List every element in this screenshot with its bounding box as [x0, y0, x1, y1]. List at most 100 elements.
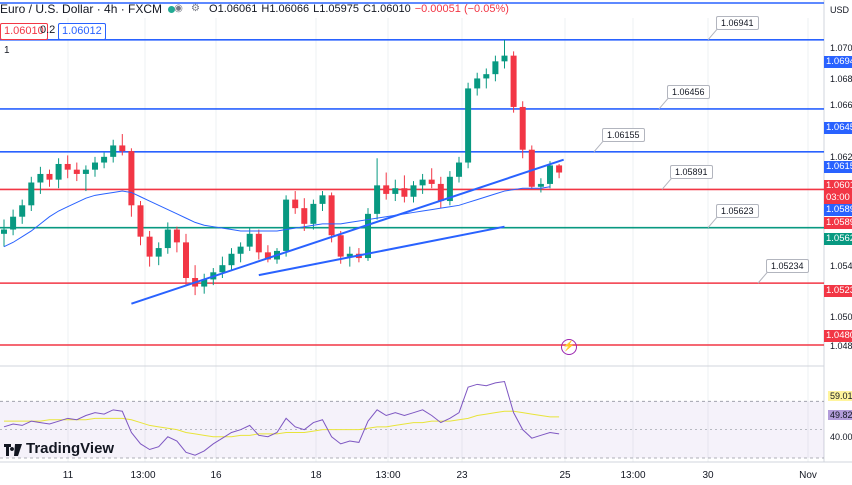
candle-body: [10, 216, 17, 230]
rsi-tick: 40.00: [830, 432, 852, 442]
candle-body: [474, 78, 481, 89]
candle-body: [392, 188, 399, 194]
candle-body: [337, 235, 344, 257]
price-label-box: 1.0589: [824, 204, 852, 216]
price-label-box: 1.0562: [824, 233, 852, 245]
candle-body: [237, 246, 244, 254]
candle-body: [55, 163, 62, 180]
price-label-box: 1.0523: [824, 285, 852, 297]
ohlc-close: C1.06010: [362, 3, 411, 15]
rsi-line: [3, 380, 560, 456]
ohlc-open: O1.06061: [209, 3, 258, 15]
trendline: [258, 225, 505, 277]
time-tick: 11: [62, 470, 74, 481]
candle-body: [310, 203, 317, 224]
candle-body: [183, 242, 189, 279]
level-callout[interactable]: 1.06941: [716, 15, 759, 30]
candle-body: [346, 253, 353, 257]
candle-body: [410, 185, 417, 197]
candle-body: [537, 183, 544, 187]
candle-body: [301, 208, 308, 224]
candle-body: [37, 173, 44, 183]
ma-line: [3, 186, 551, 248]
time-tick: 13:00: [375, 470, 401, 481]
price-tick: 1.0660: [830, 100, 852, 110]
candle-body: [437, 183, 444, 202]
candle-body: [264, 252, 271, 260]
candle-body: [228, 253, 235, 266]
price-label-box: 1.0480: [824, 330, 852, 342]
candle-body: [246, 233, 253, 247]
candle-body: [401, 188, 408, 197]
time-tick: 18: [310, 470, 322, 481]
buy-button[interactable]: 1.06012: [58, 23, 106, 40]
candle-body: [137, 205, 144, 237]
chart-header: Euro / U.S. Dollar · 4h · FXCM O1.06061 …: [0, 0, 514, 18]
candle-body: [1, 229, 7, 234]
candle-body: [547, 165, 553, 184]
time-tick: 16: [210, 470, 222, 481]
candle-body: [119, 145, 126, 152]
level-callout[interactable]: 1.05234: [766, 259, 809, 274]
price-tick: 1.0620: [830, 152, 852, 162]
level-callout[interactable]: 1.05891: [670, 165, 713, 180]
candle-body: [519, 106, 526, 150]
candle-body: [101, 156, 108, 163]
market-status-dot: [168, 5, 176, 13]
candle-body: [82, 169, 89, 174]
price-label-box: 1.0694: [824, 56, 852, 68]
volume-label: 1: [4, 45, 10, 56]
candle-body: [283, 199, 290, 251]
price-label-box: 03:00: [824, 192, 852, 204]
candle-body: [501, 55, 508, 62]
level-callout[interactable]: 1.06155: [602, 127, 645, 142]
candle-body: [383, 185, 390, 194]
candle-body: [510, 55, 517, 107]
sell-button[interactable]: 1.06010: [0, 23, 48, 40]
price-tick: 1.0540: [830, 261, 852, 271]
spread-value: 0.2: [40, 24, 56, 36]
price-label-box: 1.0589: [824, 217, 852, 229]
settings-icon[interactable]: ⚙: [191, 3, 200, 14]
candle-body: [219, 265, 226, 273]
price-tick: 1.0480: [830, 341, 852, 351]
candle-body: [319, 195, 326, 204]
level-callout[interactable]: 1.05623: [716, 203, 759, 218]
candle-body: [292, 199, 299, 209]
lightning-icon[interactable]: ⚡: [561, 339, 577, 355]
price-label-box: 1.0615: [824, 161, 852, 173]
currency-label[interactable]: USD: [830, 5, 850, 15]
rsi-tick: 49.82: [828, 410, 852, 420]
candle-body: [365, 213, 371, 259]
tradingview-logo[interactable]: TradingView: [4, 440, 114, 457]
time-tick: 23: [456, 470, 468, 481]
rsi-tick: 59.01: [828, 391, 852, 401]
candle-body: [456, 162, 462, 177]
candle-body: [428, 179, 435, 184]
candle-body: [92, 162, 98, 170]
candle-body: [374, 185, 381, 214]
price-label-box: 1.0601: [824, 180, 852, 192]
time-tick: 13:00: [130, 470, 156, 481]
candle-body: [64, 163, 71, 170]
level-callout[interactable]: 1.06456: [667, 84, 710, 99]
candle-body: [556, 165, 563, 173]
time-tick: 30: [702, 470, 714, 481]
candle-body: [483, 74, 490, 79]
rsi-pane: [0, 365, 824, 459]
ohlc-change: −0.00051 (−0.05%): [414, 3, 509, 15]
symbol-title[interactable]: Euro / U.S. Dollar · 4h · FXCM: [0, 2, 163, 16]
chart-grid: [0, 0, 852, 463]
rsi-indicator: [3, 380, 560, 456]
candle-body: [19, 205, 26, 217]
candle-body: [46, 173, 53, 180]
candle-body: [528, 149, 535, 187]
trendlines[interactable]: [131, 158, 564, 305]
candle-body: [328, 195, 335, 236]
candle-body: [164, 229, 171, 249]
candles: [1, 39, 563, 296]
ohlc-low: L1.05975: [313, 3, 359, 15]
candle-body: [419, 179, 426, 186]
eye-icon[interactable]: ◉: [174, 3, 183, 14]
